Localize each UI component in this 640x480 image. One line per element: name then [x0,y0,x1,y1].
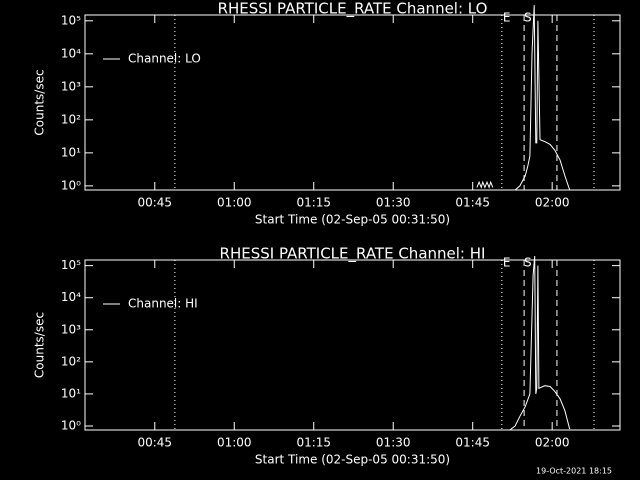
plot-frame [84,14,621,191]
x-tick-label: 00:45 [137,436,172,450]
annotation: S [524,256,532,270]
x-tick-label: 00:45 [137,196,172,210]
x-tick-label: 01:45 [455,436,490,450]
x-tick-label: 01:30 [376,196,411,210]
annotation: E [503,256,511,270]
x-tick-label: 01:15 [296,196,331,210]
chart-title: RHESSI PARTICLE_RATE Channel: HI [220,245,486,264]
legend-label: Channel: LO [128,52,201,66]
x-tick-label: 01:00 [217,436,252,450]
x-tick-label: 02:00 [535,436,570,450]
y-tick-label: 10⁰ [61,178,81,192]
y-axis-label: Counts/sec [33,69,47,135]
x-tick-label: 01:15 [296,436,331,450]
y-tick-label: 10² [61,354,81,368]
y-tick-label: 10¹ [61,145,81,159]
y-tick-label: 10⁰ [61,418,81,432]
y-tick-label: 10³ [61,79,81,93]
y-tick-label: 10² [61,112,81,126]
y-tick-label: 10⁵ [61,258,81,272]
footer: 19-Oct-2021 18:15 [536,467,612,476]
data-line [476,5,571,191]
y-tick-label: 10³ [61,322,81,336]
annotation: E [503,11,511,25]
legend-label: Channel: HI [128,297,198,311]
y-tick-label: 10¹ [61,386,81,400]
annotation: S [524,11,532,25]
x-tick-label: 01:30 [376,436,411,450]
y-tick-label: 10⁵ [61,13,81,27]
x-tick-label: 01:45 [455,196,490,210]
plot-frame [84,259,621,431]
x-tick-label: 02:00 [535,196,570,210]
y-axis-label: Counts/sec [33,312,47,378]
x-axis-label: Start Time (02-Sep-05 00:31:50) [255,453,450,467]
x-axis-label: Start Time (02-Sep-05 00:31:50) [255,213,450,227]
y-tick-label: 10⁴ [61,46,81,60]
data-line [509,255,571,431]
y-tick-label: 10⁴ [61,290,81,304]
x-tick-label: 01:00 [217,196,252,210]
chart-title: RHESSI PARTICLE_RATE Channel: LO [218,0,488,19]
